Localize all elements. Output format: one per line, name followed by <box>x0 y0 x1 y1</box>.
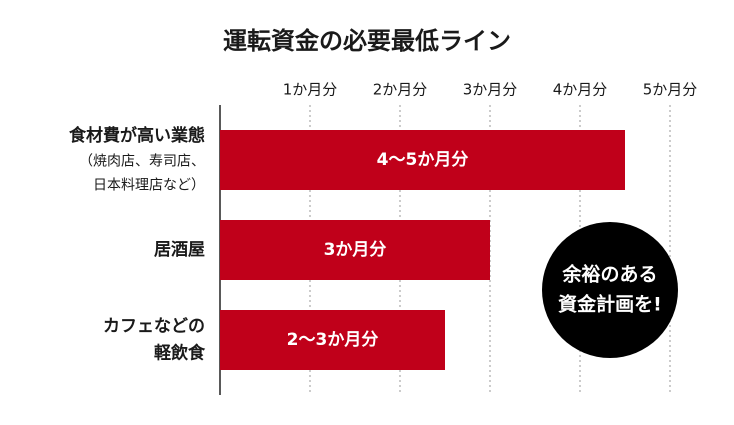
category-label: 居酒屋 <box>154 239 205 260</box>
value-label: 4〜5か月分 <box>377 150 469 170</box>
annotation-text: 資金計画を! <box>558 293 662 316</box>
annotation-circle <box>542 222 678 358</box>
category-label: （焼肉店、寿司店、 <box>79 153 205 170</box>
x-tick-label: 2か月分 <box>373 81 428 99</box>
x-tick-label: 5か月分 <box>643 81 698 99</box>
value-label: 3か月分 <box>324 240 387 260</box>
value-label: 2〜3か月分 <box>287 330 379 350</box>
bar <box>220 310 445 370</box>
x-tick-label: 3か月分 <box>463 81 518 99</box>
chart-title: 運転資金の必要最低ライン <box>223 27 511 55</box>
category-label: 食材費が高い業態 <box>69 125 205 146</box>
annotation-text: 余裕のある <box>561 263 657 286</box>
x-tick-label: 1か月分 <box>283 81 338 99</box>
category-label: 日本料理店など） <box>93 178 205 194</box>
x-tick-label: 4か月分 <box>553 81 608 99</box>
category-label: カフェなどの <box>103 317 205 337</box>
bar <box>220 220 490 280</box>
bar <box>220 130 625 190</box>
category-label: 軽飲食 <box>154 343 206 364</box>
